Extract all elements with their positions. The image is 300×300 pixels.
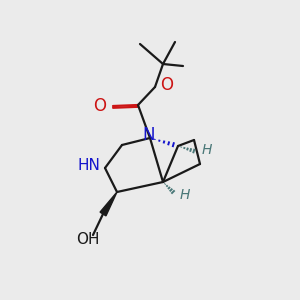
Polygon shape [100,192,117,216]
Text: HN: HN [77,158,100,173]
Text: N: N [143,126,155,144]
Text: H: H [202,143,212,157]
Text: O: O [94,97,106,115]
Text: H: H [180,188,190,202]
Text: O: O [160,76,173,94]
Text: OH: OH [76,232,100,247]
